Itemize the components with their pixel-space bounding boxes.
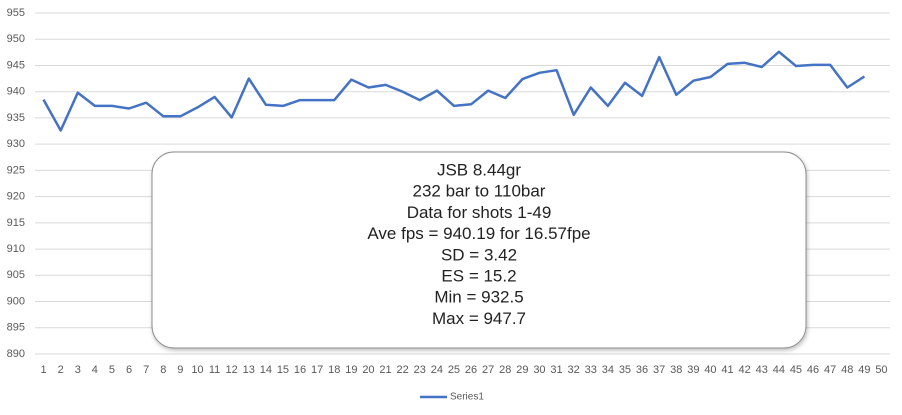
x-tick-label: 31	[550, 364, 562, 376]
x-tick-label: 25	[448, 364, 460, 376]
annotation-line: Max = 947.7	[432, 309, 526, 328]
x-tick-label: 20	[362, 364, 374, 376]
annotation-line: SD = 3.42	[441, 245, 517, 264]
x-tick-label: 15	[277, 364, 289, 376]
x-tick-label: 9	[177, 364, 183, 376]
x-tick-label: 6	[126, 364, 132, 376]
x-tick-label: 2	[58, 364, 64, 376]
y-tick-label: 890	[7, 348, 25, 360]
x-tick-label: 29	[516, 364, 528, 376]
annotation-line: Data for shots 1-49	[407, 203, 552, 222]
x-tick-label: 24	[431, 364, 443, 376]
x-tick-label: 13	[243, 364, 255, 376]
x-tick-label: 41	[721, 364, 733, 376]
legend-label: Series1	[450, 392, 484, 403]
x-tick-label: 19	[345, 364, 357, 376]
x-tick-label: 30	[533, 364, 545, 376]
x-tick-label: 49	[858, 364, 870, 376]
x-tick-label: 33	[585, 364, 597, 376]
annotation-line: 232 bar to 110bar	[413, 182, 546, 201]
x-tick-label: 40	[704, 364, 716, 376]
x-tick-label: 8	[160, 364, 166, 376]
x-tick-label: 17	[311, 364, 323, 376]
y-tick-label: 955	[7, 7, 25, 19]
x-tick-label: 7	[143, 364, 149, 376]
x-tick-label: 34	[602, 364, 614, 376]
annotation-line: ES = 15.2	[441, 266, 516, 285]
y-tick-label: 915	[7, 217, 25, 229]
y-tick-label: 925	[7, 164, 25, 176]
x-tick-label: 35	[619, 364, 631, 376]
x-tick-label: 14	[260, 364, 272, 376]
x-tick-label: 38	[670, 364, 682, 376]
x-tick-label: 43	[756, 364, 768, 376]
x-tick-label: 22	[397, 364, 409, 376]
y-tick-label: 935	[7, 112, 25, 124]
x-tick-label: 1	[40, 364, 46, 376]
x-tick-label: 28	[499, 364, 511, 376]
x-tick-label: 21	[379, 364, 391, 376]
y-tick-label: 950	[7, 33, 25, 45]
y-tick-label: 910	[7, 243, 25, 255]
legend: Series1	[420, 392, 484, 403]
annotation-line: JSB 8.44gr	[437, 160, 521, 179]
plot	[42, 50, 866, 132]
x-tick-label: 26	[465, 364, 477, 376]
x-tick-label: 10	[191, 364, 203, 376]
x-tick-label: 36	[636, 364, 648, 376]
x-tick-label: 4	[92, 364, 98, 376]
x-tick-label: 46	[807, 364, 819, 376]
x-tick-label: 5	[109, 364, 115, 376]
x-tick-label: 37	[653, 364, 665, 376]
x-tick-label: 50	[875, 364, 887, 376]
annotation-line: Min = 932.5	[434, 288, 523, 307]
series-line	[42, 50, 866, 132]
x-tick-label: 23	[414, 364, 426, 376]
annotation-box	[151, 151, 807, 349]
annotation-line: Ave fps = 940.19 for 16.57fpe	[367, 224, 590, 243]
y-tick-label: 905	[7, 269, 25, 281]
y-tick-label: 930	[7, 138, 25, 150]
y-tick-label: 895	[7, 322, 25, 334]
x-tick-label: 27	[482, 364, 494, 376]
y-tick-label: 940	[7, 86, 25, 98]
x-tick-label: 45	[790, 364, 802, 376]
x-tick-label: 44	[773, 364, 785, 376]
y-tick-label: 900	[7, 295, 25, 307]
x-tick-label: 12	[226, 364, 238, 376]
x-tick-label: 3	[75, 364, 81, 376]
x-tick-label: 11	[209, 364, 220, 376]
y-tick-label: 945	[7, 59, 25, 71]
annotation: JSB 8.44gr 232 bar to 110bar Data for shot…	[367, 160, 590, 327]
x-tick-label: 48	[841, 364, 853, 376]
x-tick-label: 32	[568, 364, 580, 376]
y-tick-label: 920	[7, 191, 25, 203]
x-tick-label: 16	[294, 364, 306, 376]
x-tick-label: 47	[824, 364, 836, 376]
x-tick-label: 42	[739, 364, 751, 376]
x-tick-label: 39	[687, 364, 699, 376]
x-tick-label: 18	[328, 364, 340, 376]
